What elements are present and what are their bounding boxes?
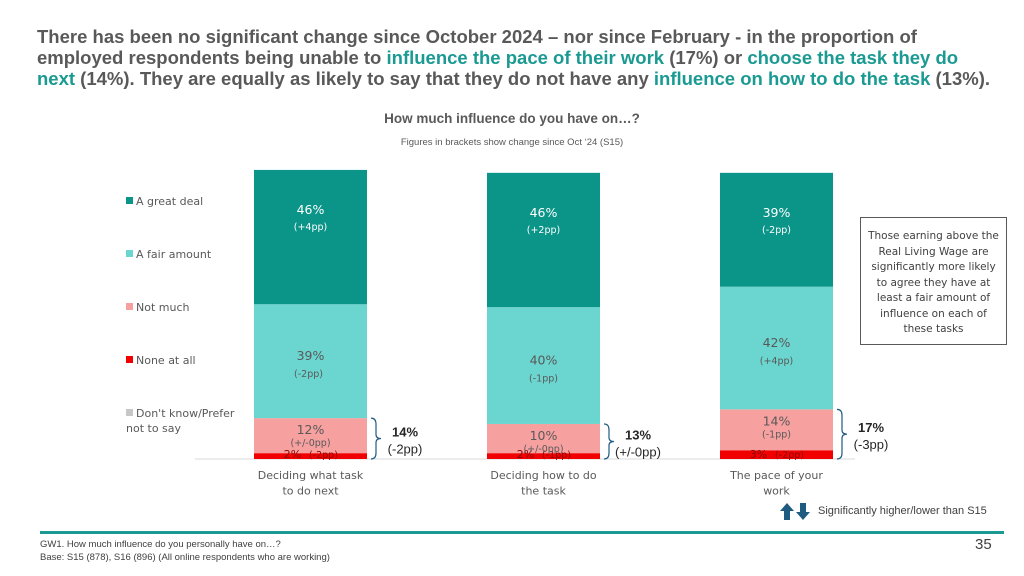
data-label-a-fair-amount-2: 40% <box>530 353 558 368</box>
legend-item-a-great-deal: A great deal <box>126 194 246 209</box>
category-label-2-line-1: Deciding how to do <box>490 469 597 482</box>
footer-divider <box>40 531 1004 534</box>
legend-swatch <box>126 250 133 257</box>
headline-text-3: (14%). They are equally as likely to say… <box>75 68 654 89</box>
net-negative-value-2: 13% <box>625 427 651 442</box>
net-negative-change-2: (+/-0pp) <box>615 444 661 459</box>
legend-label: Not much <box>136 301 190 314</box>
data-label-a-great-deal-2: 46% <box>530 205 558 220</box>
headline-highlight-pace: influence the pace of their work <box>386 47 665 68</box>
headline: There has been no significant change sin… <box>37 26 997 89</box>
category-label-2-line-2: the task <box>521 485 566 498</box>
net-negative-change-1: (-2pp) <box>388 442 423 457</box>
change-label-not-much-3: (-1pp) <box>762 429 791 440</box>
data-label-a-fair-amount-1: 39% <box>297 348 325 363</box>
change-label-a-great-deal-2: (+2pp) <box>527 225 560 236</box>
legend-label: A great deal <box>136 195 204 208</box>
legend-item-not-much: Not much <box>126 300 246 315</box>
bar-a-fair-amount-1 <box>254 304 367 419</box>
net-negative-value-1: 14% <box>392 425 418 440</box>
net-negative-change-3: (-3pp) <box>854 437 889 452</box>
headline-text-1: There has been no significant change sin… <box>37 26 917 68</box>
data-label-a-great-deal-1: 46% <box>297 202 325 217</box>
page-number: 35 <box>975 536 992 553</box>
bar-not-much-3 <box>720 409 833 451</box>
change-label-a-fair-amount-2: (-1pp) <box>529 374 558 385</box>
footer-base: Base: S15 (878), S16 (896) (All online r… <box>40 552 330 563</box>
bracket-2 <box>603 423 615 460</box>
data-label-none-at-all-1: 2% <box>284 448 301 461</box>
change-label-none-at-all-2: (-1pp) <box>542 450 571 461</box>
data-label-a-great-deal-3: 39% <box>763 205 791 220</box>
headline-highlight-task: choose the task they do next <box>37 47 959 89</box>
significance-legend: Significantly higher/lower than S15 <box>780 502 987 520</box>
legend-label: Don't know/Prefer <box>136 407 235 420</box>
data-label-not-much-3: 14% <box>763 413 791 428</box>
change-label-none-at-all-1: (-2pp) <box>309 450 338 461</box>
arrow-up-icon <box>780 502 794 520</box>
change-label-not-much-1: (+/-0pp) <box>290 438 330 449</box>
bracket-1 <box>370 417 382 460</box>
data-label-none-at-all-2: 2% <box>517 448 534 461</box>
legend-swatch <box>126 356 133 363</box>
bar-not-much-2 <box>487 423 600 454</box>
category-label-3-line-2: work <box>763 485 790 498</box>
significance-legend-text: Significantly higher/lower than S15 <box>818 505 987 517</box>
net-negative-value-3: 17% <box>858 420 884 435</box>
change-label-a-great-deal-1: (+4pp) <box>294 222 327 233</box>
footer-question: GW1. How much influence do you personall… <box>40 539 281 550</box>
change-label-a-fair-amount-3: (+4pp) <box>760 356 793 367</box>
arrow-down-icon <box>796 502 810 520</box>
headline-text-2: (17%) or <box>664 47 748 68</box>
legend-label: not to say <box>126 422 182 435</box>
change-label-not-much-2: (+/-0pp) <box>523 444 563 455</box>
category-label-1-line-1: Deciding what task <box>258 469 364 482</box>
data-label-not-much-1: 12% <box>297 422 325 437</box>
bar-none-at-all-1 <box>254 453 367 459</box>
bar-a-great-deal-2 <box>487 172 600 308</box>
bar-a-great-deal-1 <box>254 169 367 305</box>
footer: GW1. How much influence do you personall… <box>40 538 330 564</box>
legend-item-none-at-all: None at all <box>126 353 246 368</box>
chart-note: Figures in brackets show change since Oc… <box>400 137 624 148</box>
bar-a-fair-amount-3 <box>720 286 833 410</box>
headline-highlight-how: influence on how to do the task <box>653 68 931 89</box>
legend-item-don-t-know-prefer-not-to-say: Don't know/Prefer not to say <box>126 406 246 436</box>
legend-swatch <box>126 197 133 204</box>
bar-not-much-1 <box>254 418 367 454</box>
category-label-3-line-1: The pace of your <box>729 469 823 482</box>
change-label-none-at-all-3: (-2pp) <box>775 450 804 461</box>
bar-a-fair-amount-2 <box>487 307 600 424</box>
bar-a-great-deal-3 <box>720 172 833 287</box>
bar-none-at-all-3 <box>720 450 833 459</box>
chart-title: How much influence do you have on…? <box>384 111 640 126</box>
legend-item-a-fair-amount: A fair amount <box>126 247 246 262</box>
legend-swatch <box>126 409 133 416</box>
change-label-a-fair-amount-1: (-2pp) <box>294 369 323 380</box>
headline-text-4: (13%). <box>930 68 991 89</box>
category-label-1-line-2: to do next <box>282 485 339 498</box>
bar-none-at-all-2 <box>487 453 600 459</box>
legend-label: None at all <box>136 354 196 367</box>
data-label-a-fair-amount-3: 42% <box>763 335 791 350</box>
legend-swatch <box>126 303 133 310</box>
data-label-not-much-2: 10% <box>530 428 558 443</box>
bracket-3 <box>836 408 848 460</box>
change-label-a-great-deal-3: (-2pp) <box>762 225 791 236</box>
data-label-none-at-all-3: 3% <box>750 448 767 461</box>
callout-box: Those earning above the Real Living Wage… <box>860 217 1007 345</box>
legend-label: A fair amount <box>136 248 212 261</box>
